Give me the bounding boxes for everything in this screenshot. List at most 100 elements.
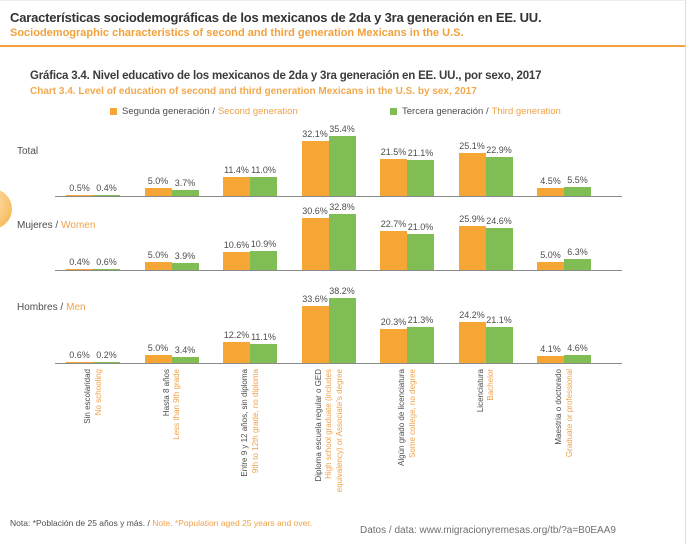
row-label-en: Women (61, 220, 96, 231)
bar-value-label: 5.5% (567, 174, 588, 185)
bar-value-label: 35.4% (329, 123, 355, 134)
page-title: Características sociodemográficas de los… (10, 10, 542, 25)
bar-third-generation (171, 263, 199, 270)
legend-item-third-generation: Tercera generación / Third generation (390, 106, 561, 117)
bar-value-label: 5.0% (147, 249, 169, 260)
bar-value-label: 32.1% (302, 129, 328, 140)
row-label-hombres: Hombres / Men (17, 302, 86, 313)
legend-label-second-generation-en: Second generation (217, 106, 298, 117)
bar-value-label: 21.5% (380, 147, 407, 158)
chart-title: Gráfica 3.4. Nivel educativo de los mexi… (30, 70, 542, 82)
bar-third-generation (250, 177, 277, 196)
category-axis-labels: Sin escolaridad No schooling Hasta 8 años L… (0, 369, 685, 529)
category-label-en: High school graduate (includes (323, 369, 333, 479)
bar-third-generation (564, 186, 591, 196)
footnote: Nota: *Población de 25 años y más. / Not… (10, 518, 312, 528)
bar-value-label: 4.5% (540, 176, 561, 187)
bar-third-generation (564, 355, 591, 363)
bar-value-label: 4.1% (540, 344, 561, 355)
bar-value-label: 0.6% (69, 349, 90, 360)
bar-value-label: 0.4% (96, 183, 117, 193)
legend-swatch-third-generation-icon (390, 108, 397, 115)
bar-third-generation (328, 298, 356, 363)
bar-second-generation (66, 269, 93, 270)
legend-label-second-generation-es: Segunda generación / (122, 106, 215, 117)
bar-third-generation (171, 357, 199, 363)
bar-second-generation (458, 153, 486, 196)
bar-value-label: 0.6% (96, 256, 117, 267)
axis-line (55, 363, 622, 364)
bar-value-label: 21.3% (407, 314, 434, 325)
bar-third-generation (407, 326, 434, 363)
bar-third-generation (93, 268, 120, 270)
legend-label-third-generation-en: Third generation (491, 106, 561, 117)
bar-second-generation (380, 159, 407, 196)
chart-row-total: Total 0.5% 0.4% 5.0% 3.7% 11.4% 11.0% 32.1% 35.4… (0, 123, 685, 197)
bar-value-label: 30.6% (302, 205, 328, 216)
category-label-es: Entre 9 y 12 años, sin diploma (240, 369, 249, 477)
bar-second-generation (301, 305, 329, 363)
bar-value-label: 6.3% (567, 247, 588, 258)
bar-value-label: 0.5% (69, 183, 90, 193)
category-label-en: Less than 9th grade (172, 369, 181, 440)
category-label-es: Maestría o doctorado (554, 369, 563, 445)
bar-second-generation (223, 342, 250, 363)
footnote-es: Nota: *Población de 25 años y más. / (10, 518, 150, 528)
bar-third-generation (564, 259, 591, 270)
bar-value-label: 10.9% (250, 239, 277, 250)
bar-value-label: 4.6% (567, 343, 588, 354)
category-label: Hasta 8 años Less than 9th grade (162, 369, 182, 440)
category-label-es: Sin escolaridad (83, 369, 92, 424)
bar-third-generation (250, 344, 277, 363)
legend-label-third-generation-es: Tercera generación / (402, 106, 489, 117)
category-label: Algún grado de licenciatura Some college,… (397, 369, 417, 466)
bar-third-generation (485, 228, 513, 270)
chart-row-mujeres: Mujeres / Women 0.4% 0.6% 5.0% 3.9% 10.6% 10.9%… (0, 200, 685, 271)
category-label-en: equivalency) or Associate's degree (334, 369, 344, 493)
bar-second-generation (144, 187, 172, 196)
bar-third-generation (328, 135, 356, 196)
footnote-en: Note. *Population aged 25 years and over… (152, 518, 312, 528)
bar-value-label: 24.2% (459, 309, 485, 320)
bar-value-label: 12.2% (223, 330, 250, 341)
bar-second-generation (66, 195, 93, 196)
axis-line (55, 270, 622, 271)
bar-value-label: 5.0% (147, 175, 169, 186)
category-label: Licenciatura Bachelor (476, 369, 496, 412)
row-label-en: Men (66, 302, 86, 313)
bar-value-label: 32.8% (329, 202, 355, 213)
bar-second-generation (66, 361, 93, 363)
category-label: Maestría o doctorado Graduate or professi… (554, 369, 574, 457)
bar-value-label: 11.0% (251, 165, 276, 176)
legend-item-second-generation: Segunda generación / Second generation (110, 106, 390, 117)
bar-value-label: 3.9% (174, 251, 196, 262)
bar-third-generation (485, 327, 513, 363)
bar-second-generation (458, 321, 486, 363)
bar-value-label: 3.4% (174, 345, 196, 356)
decorative-circle (0, 189, 12, 229)
bar-second-generation (537, 188, 564, 196)
row-label-es: Mujeres / (17, 220, 59, 231)
axis-line (55, 196, 622, 197)
category-label: Entre 9 y 12 años, sin diploma 9th to 12t… (240, 369, 260, 477)
category-label-en: Some college, no degree (407, 369, 417, 458)
bar-second-generation (144, 261, 172, 270)
bar-second-generation (537, 261, 564, 270)
category-label-es: Licenciatura (475, 369, 485, 413)
category-label-es: Diploma escuela regular o GED (313, 369, 323, 482)
bar-third-generation (93, 362, 120, 363)
category-label-en: Graduate or professional (564, 369, 574, 458)
bar-third-generation (485, 157, 513, 196)
bar-second-generation (537, 356, 564, 363)
bar-second-generation (458, 225, 486, 270)
bar-value-label: 0.2% (96, 350, 117, 360)
bar-second-generation (144, 354, 172, 363)
bar-third-generation (407, 234, 434, 270)
bar-value-label: 20.3% (380, 316, 407, 327)
chart-row-hombres: Hombres / Men 0.6% 0.2% 5.0% 3.4% 12.2% 11.1% 33… (0, 282, 685, 364)
category-label-en: 9th to 12th grade, no diploma (250, 369, 260, 474)
row-label-es: Total (17, 146, 39, 157)
bar-value-label: 5.0% (147, 342, 169, 353)
bar-value-label: 25.1% (459, 141, 485, 152)
